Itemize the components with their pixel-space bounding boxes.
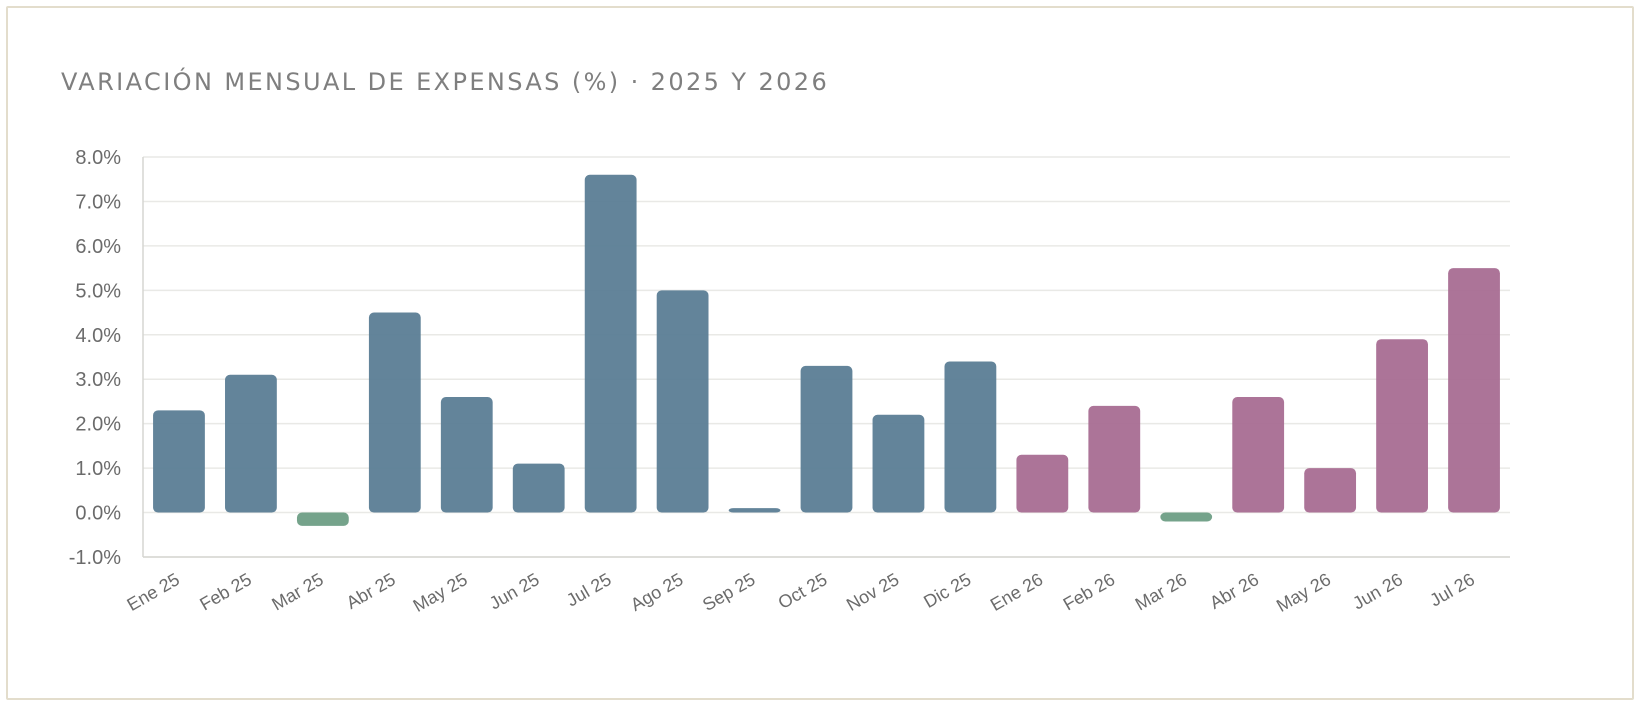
x-tick-label: Sep 25 [699, 569, 758, 615]
x-tick-label: Nov 25 [843, 569, 902, 615]
x-tick-label: Oct 25 [775, 569, 831, 613]
x-tick-label: Abr 26 [1206, 569, 1262, 613]
x-tick-label: Ene 26 [987, 569, 1046, 615]
bar-may-26 [1304, 468, 1357, 513]
x-tick-label: Abr 25 [343, 569, 399, 613]
x-tick-label: Dic 25 [920, 569, 974, 612]
x-tick-label: Feb 26 [1060, 569, 1119, 614]
x-tick-label: Mar 25 [268, 569, 327, 614]
x-tick-label: May 26 [1273, 569, 1334, 616]
x-tick-label: Jun 26 [1349, 569, 1406, 613]
y-tick-label: 4.0% [75, 325, 121, 347]
bar-mar-26 [1160, 512, 1213, 522]
x-tick-label: Jul 25 [563, 569, 615, 610]
x-tick-label: Mar 26 [1132, 569, 1191, 614]
y-tick-label: 1.0% [75, 458, 121, 480]
bar-jul-26 [1448, 268, 1500, 513]
bar-ene-26 [1016, 454, 1069, 513]
bar-abr-26 [1232, 397, 1285, 513]
x-tick-label: Feb 25 [196, 569, 255, 614]
bar-mar-25 [296, 512, 349, 526]
y-tick-label: 2.0% [75, 414, 121, 436]
bar-jun-25 [512, 463, 565, 513]
x-tick-label: Jun 25 [486, 569, 543, 613]
y-tick-label: 0.0% [75, 503, 121, 525]
x-axis-tick-labels: Ene 25 Feb 25 Mar 25 Abr 25 May 25 Jun 25 Jul … [124, 569, 1478, 616]
y-tick-label: -1.0% [69, 547, 121, 569]
x-tick-label: May 25 [410, 569, 471, 616]
y-axis-tick-labels: 8.0% 7.0% 6.0% 5.0% 4.0% 3.0% 2.0% 1.0% 0.0% -1.0… [69, 147, 121, 569]
bar-oct-25 [800, 365, 853, 513]
bar-abr-25 [368, 312, 421, 513]
x-tick-label: Jul 26 [1426, 569, 1478, 610]
x-tick-label: Ene 25 [124, 569, 183, 615]
y-tick-label: 7.0% [75, 191, 121, 213]
chart-title: VARIACIÓN MENSUAL DE EXPENSAS (%) · 2025… [61, 68, 830, 96]
chart-card [6, 6, 1634, 700]
bar-jun-26 [1376, 339, 1428, 513]
y-tick-label: 6.0% [75, 236, 121, 258]
bar-ene-25 [153, 410, 205, 513]
bar-may-25 [440, 397, 493, 513]
y-tick-label: 8.0% [75, 147, 121, 169]
bar-ago-25 [656, 290, 709, 513]
bars [153, 174, 1500, 526]
bar-sep-25 [728, 508, 781, 513]
bar-jul-25 [584, 174, 637, 513]
bar-nov-25 [872, 414, 925, 513]
bar-dic-25 [944, 361, 997, 513]
bar-feb-25 [225, 374, 277, 513]
x-tick-label: Ago 25 [627, 569, 686, 615]
y-tick-label: 5.0% [75, 280, 121, 302]
y-tick-label: 3.0% [75, 369, 121, 391]
bar-feb-26 [1088, 405, 1141, 513]
